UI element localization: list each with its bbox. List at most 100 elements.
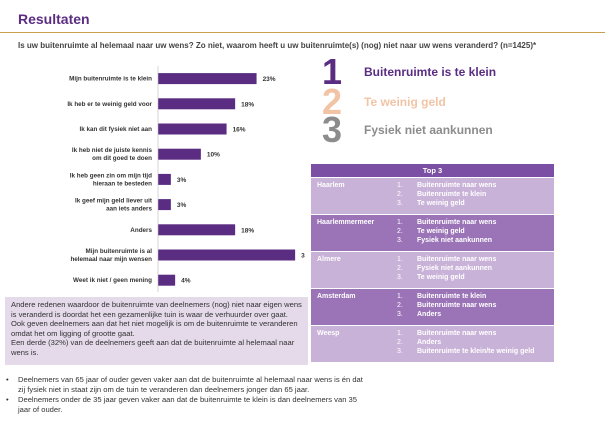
top3-item-text: Buitenruimte naar wens [417,302,497,309]
top3-item-number: 3. [397,237,403,244]
top3-item: 1. Buitenruimte naar wens [389,218,554,227]
footnotes: • Deelnemers van 65 jaar of ouder geven … [6,375,366,415]
top3-item: 1. Buitenruimte te klein [389,292,554,301]
top3-header: Top 3 [311,164,554,177]
bar [158,224,236,236]
value-label: 10% [207,152,220,159]
page-title: Resultaten [18,11,90,27]
category-label: Ik heb niet de juiste kennis om dit goed … [72,147,153,162]
other-reasons-box: Andere redenen waardoor de buitenruimte … [5,297,308,365]
bar [158,199,171,211]
category-label: Ik heb er te weinig geld voor [67,101,152,108]
footnote-item: • Deelnemers onder de 35 jaar geven vake… [6,395,366,414]
top3-item-number: 2. [397,265,403,272]
top3-item-number: 2. [397,191,403,198]
value-label: 3% [177,177,187,184]
top3-item-number: 3. [397,200,403,207]
other-reasons-summary: Een derde (32%) van de deelnemers geeft … [11,338,295,357]
top3-item-text: Te weinig geld [417,228,465,235]
bar [158,249,296,261]
top3-row: Amsterdam 1. Buitenruimte te klein 2. Buiten… [311,288,554,325]
top3-item: 3. Buitenruimte te klein/te weinig geld [389,347,554,356]
value-label: 18% [241,101,254,108]
top3-item-text: Buitenruimte te klein [417,293,487,300]
top3-item-number: 2. [397,339,403,346]
rank-label: Te weinig geld [364,95,446,109]
top3-item: 2. Buitenruimte te klein [389,190,554,199]
rank-number: 3 [322,109,343,150]
top3-item-text: Buitenruimte te klein [417,191,487,198]
bar [158,173,171,185]
top3-item-text: Anders [417,339,442,346]
top3-item-text: Buitenruimte naar wens [417,256,497,263]
value-label: 4% [181,278,191,285]
top3-item-number: 1. [397,182,403,189]
top3-item-text: Buitenruimte naar wens [417,330,497,337]
rank-number: 2 [322,81,343,122]
category-label: Ik kan dit fysiek niet aan [80,126,153,133]
category-label: Weet ik niet / geen mening [73,277,152,284]
footnote-text: Deelnemers onder de 35 jaar geven vaker … [18,395,357,414]
footnote-text: Deelnemers van 65 jaar of ouder geven va… [18,375,363,394]
title-divider [0,32,605,33]
top3-row: Haarlemmermeer 1. Buitenruimte naar wens 2.… [311,214,554,251]
top3-item-number: 1. [397,219,403,226]
footnote-item: • Deelnemers van 65 jaar of ouder geven … [6,375,366,394]
bar [158,73,257,85]
top3-item: 3. Te weinig geld [389,199,554,208]
top3-item-text: Fysiek niet aankunnen [417,265,493,272]
top3-item: 3. Anders [389,310,554,319]
top3-row: Almere 1. Buitenruimte naar wens 2. Fysiek n… [311,251,554,288]
ranking-item-2: 2 Te weinig geld [322,81,446,122]
top3-item: 1. Buitenruimte naar wens [389,329,554,338]
value-label: 23% [263,76,276,83]
top3-item-number: 2. [397,228,403,235]
top3-item-number: 1. [397,330,403,337]
top3-item: 2. Buitenruimte naar wens [389,301,554,310]
value-label: 18% [241,227,254,234]
top3-city: Weesp [317,330,340,337]
category-label: Ik heb geen zin om mijn tijd hieraan te b… [70,172,152,187]
rank-label: Fysiek niet aankunnen [364,123,493,137]
category-label: Mijn buitenruimte is al helemaal naar mij… [70,248,152,263]
top3-item: 2. Te weinig geld [389,227,554,236]
category-label: Ik geef mijn geld liever uit aan iets and… [75,198,153,213]
top3-item: 1. Buitenruimte naar wens [389,255,554,264]
bullet-icon: • [6,375,9,384]
ranking-item-3: 3 Fysiek niet aankunnen [322,109,493,150]
top3-item-text: Fysiek niet aankunnen [417,237,493,244]
ranking-item-1: 1 Buitenruimte is te klein [322,51,497,92]
bar [158,98,236,110]
top3-item: 3. Fysiek niet aankunnen [389,236,554,245]
top3-city: Amsterdam [317,293,356,300]
top3-city: Almere [317,256,341,263]
survey-question: Is uw buitenruimte al helemaal naar uw w… [18,41,537,50]
top3-city: Haarlem [317,182,345,189]
value-label: 16% [233,127,246,134]
top3-item: 2. Fysiek niet aankunnen [389,264,554,273]
category-label: Anders [130,227,152,234]
top3-item-number: 3. [397,348,403,355]
top3-city: Haarlemmermeer [317,219,375,226]
top3-item-number: 3. [397,311,403,318]
value-label: 32% [301,253,305,260]
rank-number: 1 [322,51,343,92]
category-label: Mijn buitenruimte is te klein [69,76,152,83]
value-label: 3% [177,202,187,209]
top3-item: 2. Anders [389,338,554,347]
bar [158,123,227,135]
top3-item-number: 1. [397,256,403,263]
top3-item-number: 2. [397,302,403,309]
top3-item-text: Anders [417,311,442,318]
top3-table: Top 3 Haarlem 1. Buitenruimte naar wens 2. B… [311,164,554,365]
top3-item: 1. Buitenruimte naar wens [389,181,554,190]
top3-item-text: Te weinig geld [417,274,465,281]
rank-label: Buitenruimte is te klein [364,65,497,79]
bullet-icon: • [6,395,9,405]
bar [158,274,176,286]
bar [158,148,201,160]
top3-row: Weesp 1. Buitenruimte naar wens 2. Anders 3. B… [311,325,554,362]
top3-item-number: 3. [397,274,403,281]
top3-item-text: Buitenruimte naar wens [417,182,497,189]
top3-row: Haarlem 1. Buitenruimte naar wens 2. Buitenr… [311,177,554,214]
